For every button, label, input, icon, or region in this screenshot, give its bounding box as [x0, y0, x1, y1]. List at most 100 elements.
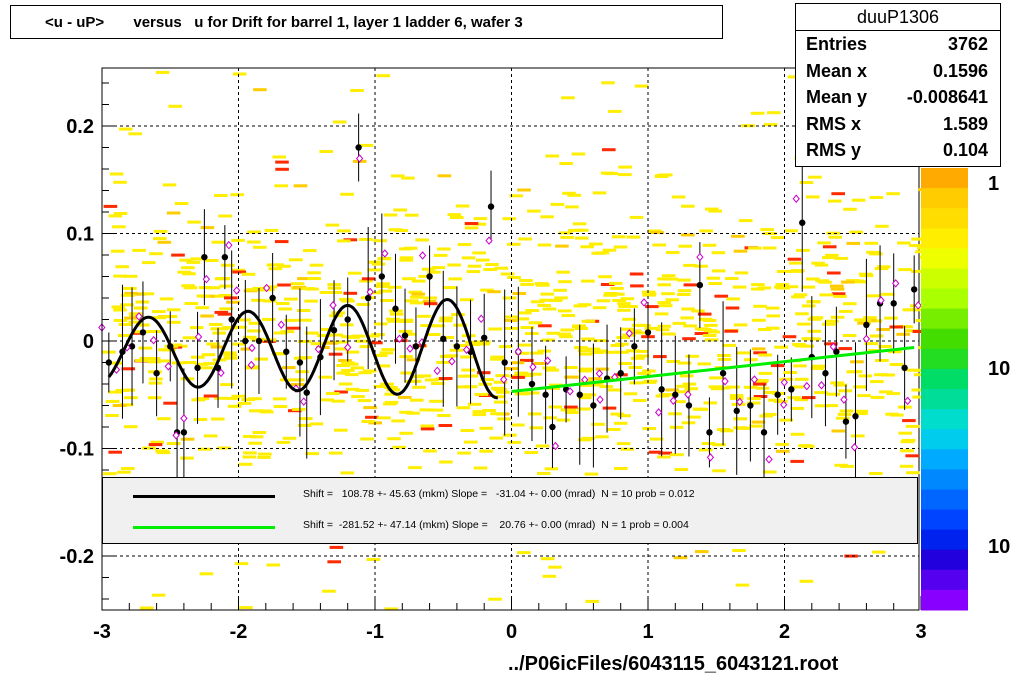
histogram-cell	[103, 472, 117, 476]
histogram-cell	[595, 435, 609, 439]
histogram-cell	[124, 316, 138, 320]
histogram-cell	[581, 319, 596, 323]
histogram-cell	[833, 383, 848, 387]
histogram-cell	[439, 460, 453, 464]
profile-point	[201, 253, 208, 261]
histogram-cell	[495, 390, 510, 394]
histogram-cell	[849, 230, 864, 234]
histogram-cell	[124, 396, 138, 400]
histogram-cell	[214, 310, 229, 314]
histogram-cell	[284, 297, 298, 301]
histogram-cell	[529, 426, 543, 430]
palette-band	[921, 188, 968, 209]
histogram-cell	[231, 394, 246, 398]
histogram-cell	[678, 244, 692, 248]
histogram-cell	[350, 89, 364, 92]
histogram-cell	[351, 395, 365, 399]
profile-point-open	[485, 236, 493, 245]
histogram-cell	[348, 271, 362, 275]
histogram-cell	[529, 351, 544, 355]
histogram-cell	[500, 272, 515, 276]
histogram-cell	[141, 261, 156, 265]
histogram-cell	[142, 446, 156, 450]
histogram-cell	[866, 294, 880, 298]
histogram-cell	[379, 351, 394, 355]
histogram-cell	[495, 374, 509, 378]
profile-point	[412, 343, 420, 350]
histogram-cell	[153, 229, 168, 233]
histogram-cell	[540, 215, 554, 219]
histogram-cell	[465, 340, 479, 344]
histogram-cell	[219, 284, 233, 288]
profile-point	[269, 294, 276, 302]
histogram-cell	[519, 374, 534, 377]
histogram-cell	[210, 345, 225, 349]
histogram-cell	[252, 431, 267, 434]
profile-point-open	[803, 381, 811, 391]
histogram-cell	[708, 385, 723, 389]
histogram-cell	[206, 286, 221, 290]
histogram-cell	[503, 318, 518, 322]
histogram-cell	[457, 243, 472, 246]
histogram-cell	[338, 359, 352, 363]
palette-band	[921, 308, 968, 330]
profile-point	[631, 343, 638, 350]
histogram-cell	[237, 318, 251, 322]
histogram-cell	[594, 349, 609, 353]
profile-point	[852, 413, 859, 420]
histogram-cell	[345, 350, 360, 354]
histogram-cell	[429, 408, 444, 412]
profile-point	[644, 329, 652, 336]
histogram-cell	[216, 277, 231, 281]
histogram-cell	[198, 286, 213, 290]
profile-point	[528, 380, 536, 388]
histogram-cell	[595, 367, 610, 371]
histogram-cell	[755, 379, 769, 382]
histogram-cell	[489, 436, 503, 440]
histogram-cell	[384, 392, 398, 396]
palette-band	[921, 449, 968, 470]
histogram-cell	[755, 386, 770, 390]
histogram-cell	[733, 249, 748, 253]
histogram-cell	[195, 306, 210, 310]
histogram-cell	[828, 235, 842, 239]
histogram-cell	[683, 283, 698, 287]
histogram-cell	[457, 451, 471, 455]
histogram-cell	[897, 241, 911, 245]
histogram-cell	[629, 272, 644, 276]
histogram-cell	[249, 409, 263, 413]
histogram-cell	[819, 293, 834, 297]
histogram-cell	[464, 222, 479, 225]
profile-point-open	[477, 314, 485, 324]
histogram-cell	[507, 440, 521, 444]
profile-point	[542, 391, 549, 398]
fit-legend: Shift = 108.78 +- 45.63 (mkm) Slope = -3…	[102, 477, 918, 544]
histogram-cell	[555, 244, 569, 248]
histogram-cell	[648, 450, 663, 454]
profile-point-open	[262, 283, 271, 293]
histogram-cell	[507, 242, 521, 246]
profile-point-open	[500, 375, 508, 384]
histogram-cell	[447, 213, 462, 217]
histogram-cell	[472, 413, 486, 417]
profile-point	[549, 423, 556, 431]
histogram-cell	[659, 173, 673, 177]
histogram-cell	[373, 239, 387, 243]
profile-point	[355, 144, 362, 151]
histogram-cell	[166, 308, 181, 312]
histogram-cell	[525, 309, 540, 312]
histogram-cell	[809, 316, 824, 320]
palette-label: 1	[988, 173, 999, 195]
histogram-cell	[642, 380, 657, 384]
histogram-cell	[304, 299, 318, 303]
profile-point-open	[381, 249, 389, 258]
histogram-cell	[289, 258, 303, 262]
histogram-cell	[181, 284, 195, 288]
histogram-cell	[168, 343, 182, 347]
histogram-cell	[117, 334, 132, 337]
histogram-cell	[811, 261, 825, 265]
histogram-cell	[291, 407, 306, 411]
histogram-cell	[240, 347, 255, 351]
histogram-cell	[609, 281, 623, 285]
stats-row-mean-y: Mean y -0.008641	[796, 84, 1000, 111]
